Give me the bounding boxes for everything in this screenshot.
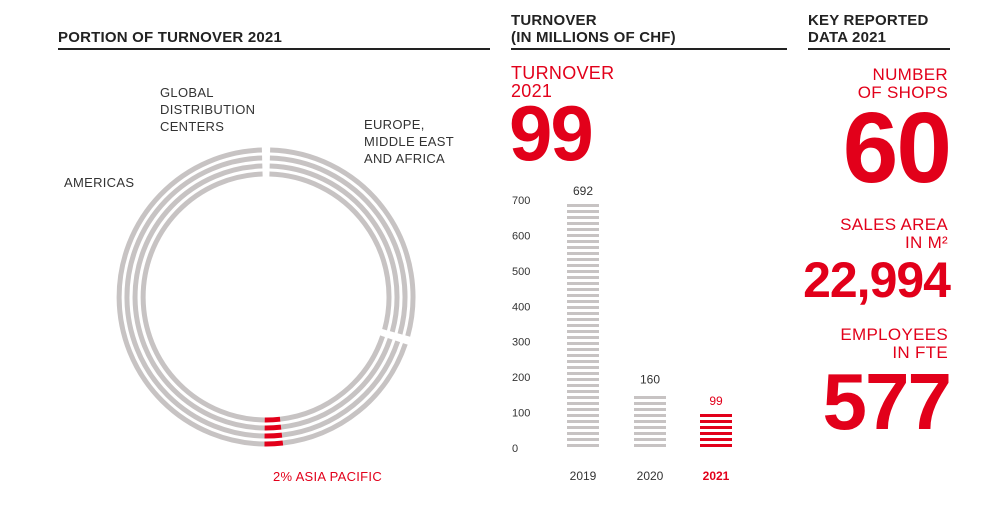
donut-segment-americas-part-ring-3 [279,335,385,422]
donut-section-rule [58,48,490,50]
y-tick-200: 200 [512,372,530,384]
donut-segment-americas-ring-2 [132,163,265,431]
y-tick-500: 500 [512,266,530,278]
bars-section-rule [511,48,787,50]
y-tick-400: 400 [512,301,530,313]
y-tick-100: 100 [512,408,530,420]
bars-section-title: TURNOVER (IN MILLIONS OF CHF) [511,12,676,46]
kpi-employees-value: 577 [822,357,952,446]
bar-label-2019: 692 [573,184,593,198]
y-tick-600: 600 [512,230,530,242]
label-europe-middle-east-africa: EUROPE, MIDDLE EAST AND AFRICA [364,117,454,166]
donut-segment-emea-ring-2 [269,163,400,333]
x-tick-2020: 2020 [637,469,664,483]
bar-2021 [700,414,732,447]
bar-2020 [634,396,666,447]
x-tick-2019: 2019 [570,469,597,483]
bar-2019 [567,204,599,447]
kpi-employees-label: EMPLOYEES IN FTE [840,325,948,362]
kpi-shops-value: 60 [842,92,952,204]
y-tick-700: 700 [512,195,530,207]
label-asia-pacific: 2% ASIA PACIFIC [273,469,383,484]
donut-slice-asia-pacific-ring-1 [264,432,283,439]
label-global-distribution-centers: GLOBAL DISTRIBUTION CENTERS [160,85,256,134]
donut-segment-americas-part-ring-1 [281,340,401,438]
label-americas: AMERICAS [64,175,135,190]
bar-label-2020: 160 [640,372,660,386]
kpi-section-title: KEY REPORTED DATA 2021 [808,12,929,46]
bar-label-2021: 99 [709,394,723,408]
kpi-sales-area-value: 22,994 [803,252,951,308]
turnover-2021-label: TURNOVER 2021 [511,63,615,101]
kpi-section-rule [808,48,950,50]
donut-segment-americas-ring-0 [116,147,265,447]
donut-slice-asia-pacific-ring-0 [264,440,284,447]
donut-segment-americas-ring-3 [140,171,265,423]
turnover-2021-value: 99 [509,89,594,177]
donut-segment-americas-ring-1 [124,155,265,439]
donut-segment-emea-ring-1 [269,155,408,335]
donut-slice-asia-pacific-ring-3 [264,416,281,423]
donut-slice-asia-pacific-ring-2 [264,424,282,431]
donut-section-title: PORTION OF TURNOVER 2021 [58,29,283,46]
bar-chart: 0 100 200 300 400 500 600 700 692 2019 160 2020 99 20… [512,184,732,483]
x-tick-2021: 2021 [703,469,730,483]
donut-segment-emea-ring-0 [270,147,416,337]
kpi-sales-area-label: SALES AREA IN M² [840,215,948,252]
kpi-shops-label: NUMBER OF SHOPS [857,65,948,102]
donut-segment-emea-ring-3 [269,171,392,331]
y-tick-0: 0 [512,443,518,455]
donut-segment-americas-part-ring-2 [280,337,393,430]
donut-chart [116,147,416,447]
y-tick-300: 300 [512,337,530,349]
donut-segment-americas-part-ring-0 [282,343,408,446]
